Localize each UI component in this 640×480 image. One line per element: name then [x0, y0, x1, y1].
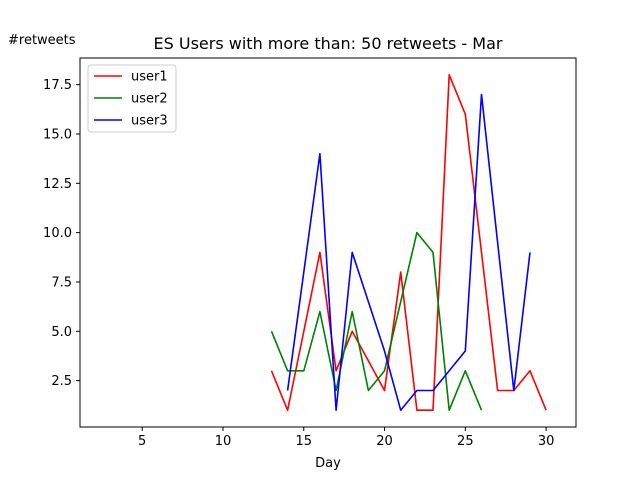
chart-title: ES Users with more than: 50 retweets - M… — [154, 34, 503, 53]
plot-frame — [79, 57, 577, 428]
x-axis-label: Day — [315, 456, 341, 471]
axis-ticks: 5 10 15 20 25 30 2.5 5.0 7.5 10.0 12.5 15.0 17.5 — [43, 78, 554, 449]
series-line-user1 — [270, 74, 547, 412]
x-tick-label: 25 — [457, 434, 474, 449]
y-tick-label: 7.5 — [51, 275, 72, 290]
y-tick-label: 5.0 — [51, 325, 72, 340]
y-tick-label: 17.5 — [43, 78, 72, 93]
y-tick-label: 15.0 — [43, 127, 72, 142]
legend-label-user1: user1 — [131, 70, 168, 85]
legend: user1 user2 user3 — [87, 64, 177, 133]
y-tick-label: 2.5 — [51, 374, 72, 389]
legend-label-user3: user3 — [131, 114, 168, 129]
y-tick-label: 10.0 — [43, 226, 72, 241]
x-tick-label: 20 — [376, 434, 393, 449]
series-line-user2 — [270, 231, 483, 412]
y-tick-label: 12.5 — [43, 177, 72, 192]
legend-label-user2: user2 — [131, 92, 168, 107]
x-tick-label: 5 — [138, 434, 146, 449]
legend-box — [87, 64, 177, 133]
x-tick-label: 15 — [295, 434, 312, 449]
x-tick-label: 10 — [215, 434, 232, 449]
series-line-user3 — [286, 93, 531, 412]
plot-lines — [270, 74, 547, 412]
y-axis-label: #retweets — [8, 33, 76, 48]
x-tick-label: 30 — [538, 434, 555, 449]
